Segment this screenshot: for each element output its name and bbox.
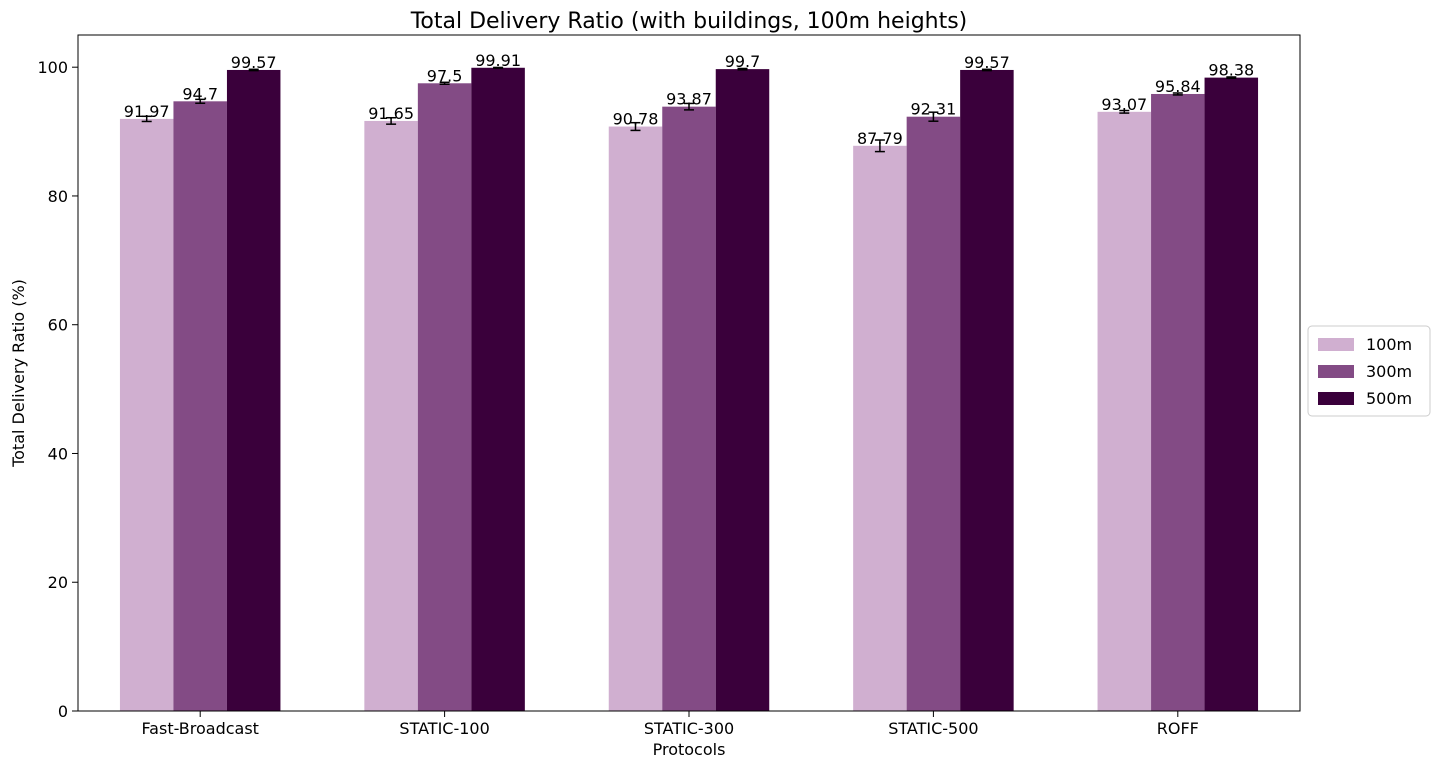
x-axis: Fast-Broadcast STATIC-100 STATIC-300 STATIC… bbox=[141, 711, 1199, 738]
bar-300m-STATIC-300 bbox=[662, 106, 716, 711]
y-axis: 0 20 40 60 80 100 bbox=[37, 58, 78, 721]
x-tick-label-STATIC-100: STATIC-100 bbox=[399, 719, 489, 738]
y-tick-label-80: 80 bbox=[48, 187, 68, 206]
value-label-100m-STATIC-300: 90.78 bbox=[613, 110, 659, 129]
error-bars-group bbox=[141, 66, 1237, 153]
bar-100m-STATIC-100 bbox=[364, 120, 418, 712]
value-label-100m-Fast-Broadcast: 91.97 bbox=[124, 102, 170, 121]
legend-label-100m: 100m bbox=[1366, 335, 1412, 354]
bar-300m-Fast-Broadcast bbox=[173, 101, 227, 711]
y-tick-label-0: 0 bbox=[58, 702, 68, 721]
legend-swatch-100m bbox=[1318, 338, 1354, 351]
y-tick-label-60: 60 bbox=[48, 316, 68, 335]
value-label-500m-ROFF: 98.38 bbox=[1208, 61, 1254, 80]
bar-300m-STATIC-100 bbox=[417, 83, 472, 712]
value-label-500m-STATIC-100: 99.91 bbox=[475, 51, 521, 70]
x-tick-label-STATIC-500: STATIC-500 bbox=[888, 719, 978, 738]
value-label-300m-ROFF: 95.84 bbox=[1155, 77, 1201, 96]
value-label-500m-Fast-Broadcast: 99.57 bbox=[231, 53, 277, 72]
chart-title: Total Delivery Ratio (with buildings, 10… bbox=[410, 9, 968, 34]
legend: 100m 300m 500m bbox=[1307, 325, 1431, 417]
bar-100m-ROFF bbox=[1097, 111, 1152, 712]
bar-300m-STATIC-500 bbox=[906, 116, 961, 712]
value-label-100m-ROFF: 93.07 bbox=[1101, 95, 1147, 114]
value-label-300m-STATIC-300: 93.87 bbox=[666, 90, 712, 109]
y-tick-label-100: 100 bbox=[37, 58, 68, 77]
bar-500m-STATIC-300 bbox=[715, 69, 770, 712]
x-tick-label-Fast-Broadcast: Fast-Broadcast bbox=[141, 719, 259, 738]
value-label-100m-STATIC-500: 87.79 bbox=[857, 129, 903, 148]
value-label-300m-STATIC-500: 92.31 bbox=[910, 100, 956, 119]
legend-label-500m: 500m bbox=[1366, 389, 1412, 408]
x-axis-label: Protocols bbox=[653, 740, 726, 759]
bar-500m-STATIC-100 bbox=[471, 67, 525, 712]
y-tick-label-40: 40 bbox=[48, 444, 68, 463]
y-tick-label-20: 20 bbox=[48, 573, 68, 592]
bar-500m-Fast-Broadcast bbox=[226, 69, 281, 711]
bar-300m-ROFF bbox=[1151, 93, 1205, 711]
value-label-500m-STATIC-500: 99.57 bbox=[964, 53, 1010, 72]
bar-100m-STATIC-300 bbox=[608, 126, 663, 712]
value-label-500m-STATIC-300: 99.7 bbox=[725, 52, 761, 71]
value-labels-group: 91.97 94.7 99.57 91.65 97.5 99.91 90.78 93.87 99… bbox=[124, 51, 1254, 148]
value-label-300m-Fast-Broadcast: 94.7 bbox=[182, 84, 218, 103]
legend-swatch-500m bbox=[1318, 392, 1354, 405]
bar-500m-STATIC-500 bbox=[960, 69, 1014, 711]
bars-group bbox=[119, 67, 1259, 712]
bar-500m-ROFF bbox=[1204, 77, 1259, 712]
value-label-300m-STATIC-100: 97.5 bbox=[427, 66, 463, 85]
bar-100m-STATIC-500 bbox=[853, 145, 907, 711]
x-tick-label-ROFF: ROFF bbox=[1157, 719, 1199, 738]
value-label-100m-STATIC-100: 91.65 bbox=[368, 104, 414, 123]
y-axis-label: Total Delivery Ratio (%) bbox=[9, 279, 28, 468]
bar-100m-Fast-Broadcast bbox=[119, 118, 174, 712]
legend-swatch-300m bbox=[1318, 365, 1354, 378]
x-tick-label-STATIC-300: STATIC-300 bbox=[644, 719, 734, 738]
legend-label-300m: 300m bbox=[1366, 362, 1412, 381]
